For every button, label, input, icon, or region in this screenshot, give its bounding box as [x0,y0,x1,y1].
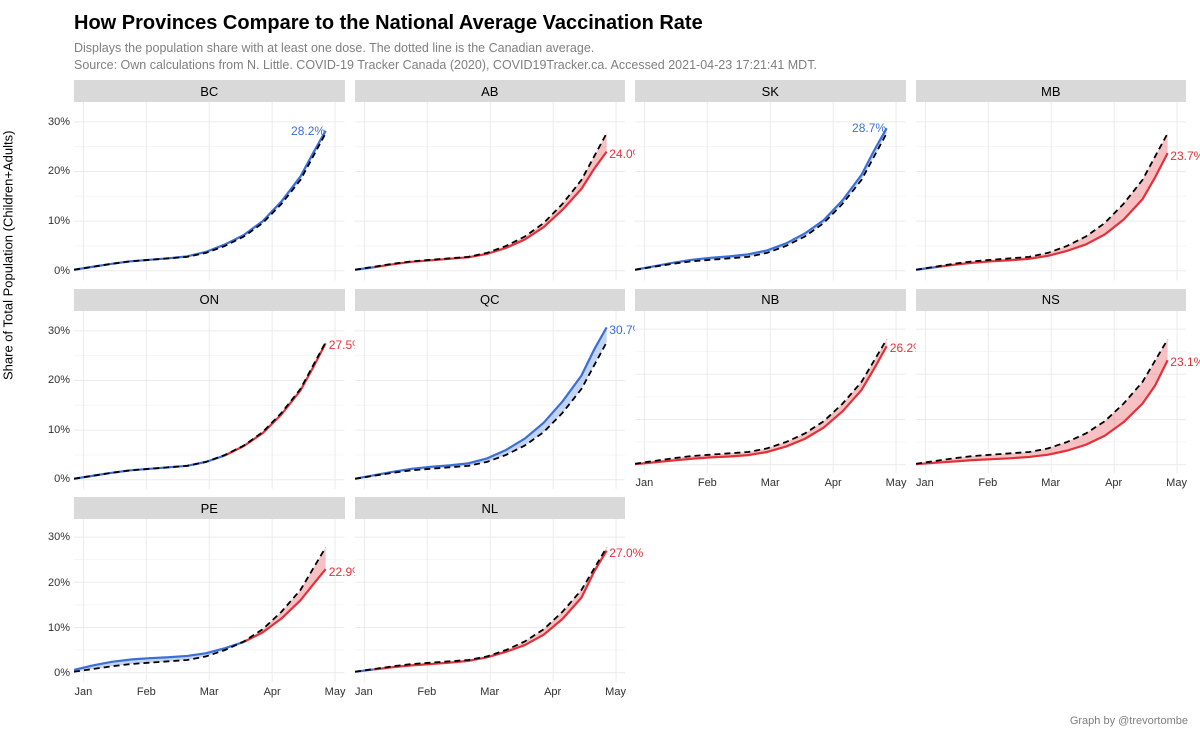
x-tick-label: Jan [916,477,934,489]
x-tick-label: Feb [698,477,717,489]
y-tick-label: 30% [40,531,70,543]
panel-svg [355,102,626,281]
y-tick-label: 20% [40,577,70,589]
panel-svg [355,311,626,490]
chart-page: How Provinces Compare to the National Av… [0,0,1200,733]
facet-strip: MB [916,80,1187,102]
facet-panel: 0%10%20%30%JanFebMarAprMay22.9% [74,519,345,682]
x-tick-label: Apr [825,477,842,489]
x-tick-label: Jan [636,477,654,489]
facet-grid: BC0%10%20%30%28.2% AB24.0% SK 28.7% MB23.7% O… [74,80,1186,700]
y-tick-label: 10% [40,215,70,227]
facet-panel: 0%10%20%30%27.5% [74,311,345,490]
panel-svg [355,519,626,682]
x-tick-label: Jan [355,686,373,698]
y-tick-label: 20% [40,165,70,177]
facet-strip: BC [74,80,345,102]
x-tick-label: Apr [1105,477,1122,489]
panel-svg [916,102,1187,281]
y-tick-label: 0% [40,473,70,485]
y-tick-label: 20% [40,374,70,386]
facet-strip: ON [74,289,345,311]
y-tick-label: 10% [40,622,70,634]
y-tick-label: 10% [40,424,70,436]
x-tick-label: Mar [200,686,219,698]
x-tick-label: Apr [264,686,281,698]
x-tick-label: Feb [978,477,997,489]
chart-title: How Provinces Compare to the National Av… [74,12,703,35]
facet-panel: 28.7% [635,102,906,281]
x-tick-label: Feb [137,686,156,698]
panel-svg [916,311,1187,474]
x-tick-label: Mar [761,477,780,489]
end-value-label: 23.1% [1170,355,1200,369]
x-tick-label: Jan [75,686,93,698]
credit-text: Graph by @trevortombe [1070,715,1188,727]
facet-panel: 0%10%20%30%28.2% [74,102,345,281]
facet-panel: JanFebMarAprMay23.1% [916,311,1187,474]
facet-strip: QC [355,289,626,311]
panel-svg [74,311,345,490]
y-tick-label: 30% [40,116,70,128]
facet-strip: NL [355,497,626,519]
facet-panel: JanFebMarAprMay27.0% [355,519,626,682]
subtitle-line-1: Displays the population share with at le… [74,40,817,57]
x-tick-label: Mar [1041,477,1060,489]
x-tick-label: May [325,686,346,698]
x-tick-label: Mar [480,686,499,698]
subtitle-line-2: Source: Own calculations from N. Little.… [74,57,817,74]
end-value-label: 23.7% [1170,149,1200,163]
chart-subtitle: Displays the population share with at le… [74,40,817,74]
facet-strip: PE [74,497,345,519]
y-tick-label: 30% [40,325,70,337]
end-value-label: 28.2% [291,124,325,138]
facet-panel: 23.7% [916,102,1187,281]
facet-panel: 30.7% [355,311,626,490]
x-tick-label: Feb [417,686,436,698]
facet-strip: NB [635,289,906,311]
end-value-label: 28.7% [852,121,886,135]
y-tick-label: 0% [40,265,70,277]
x-tick-label: Apr [544,686,561,698]
x-tick-label: May [605,686,626,698]
panel-svg [635,311,906,474]
facet-panel: 24.0% [355,102,626,281]
y-axis-label: Share of Total Population (Children+Adul… [1,131,16,380]
panel-svg [74,519,345,682]
y-tick-label: 0% [40,667,70,679]
facet-strip: NS [916,289,1187,311]
facet-panel: JanFebMarAprMay26.2% [635,311,906,474]
facet-strip: AB [355,80,626,102]
x-tick-label: May [886,477,907,489]
x-tick-label: May [1166,477,1187,489]
facet-strip: SK [635,80,906,102]
